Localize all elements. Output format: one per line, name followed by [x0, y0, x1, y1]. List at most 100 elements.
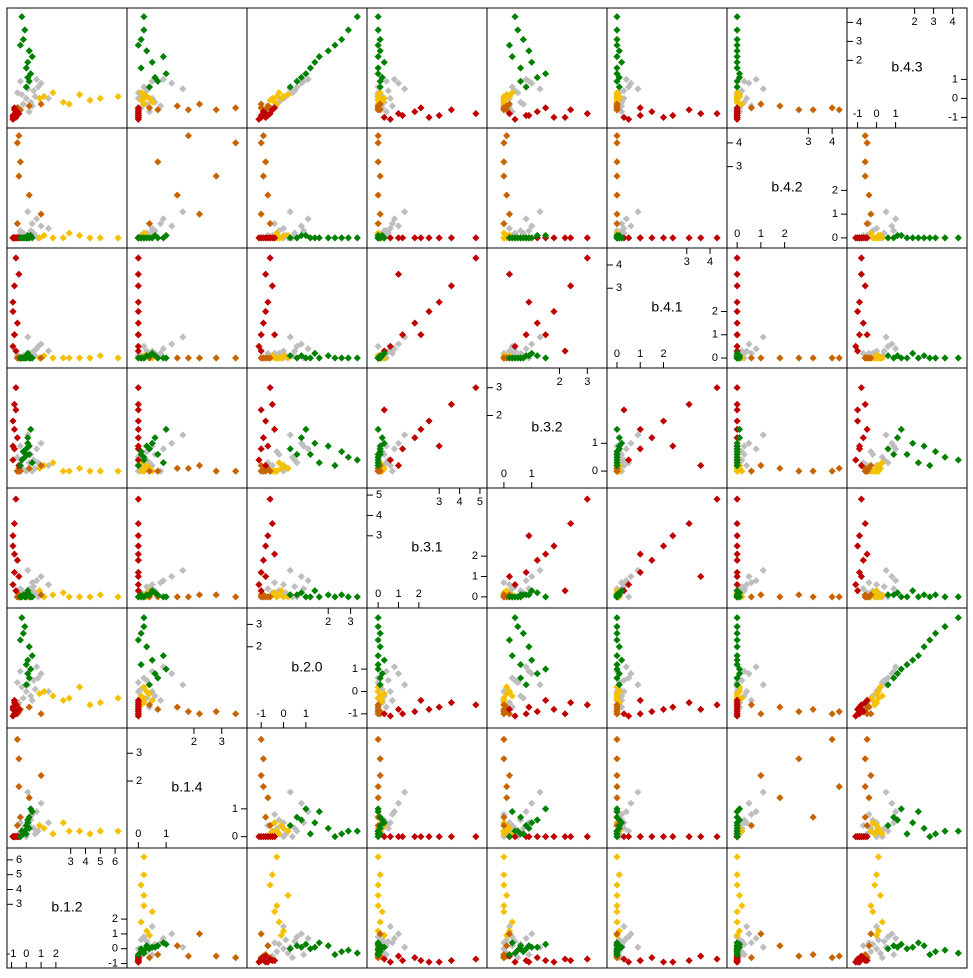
point: [634, 788, 642, 796]
point: [869, 450, 877, 459]
point: [740, 450, 748, 459]
point: [257, 735, 265, 743]
point: [425, 234, 433, 242]
point: [542, 550, 550, 558]
point: [613, 94, 621, 102]
point: [300, 442, 308, 450]
point: [618, 220, 626, 228]
point: [315, 808, 323, 816]
point: [286, 83, 294, 91]
point: [134, 461, 142, 470]
point: [376, 821, 384, 830]
point: [615, 945, 623, 953]
point: [500, 735, 508, 743]
point: [903, 234, 911, 242]
point: [259, 132, 268, 140]
point: [648, 707, 656, 716]
point: [264, 585, 272, 593]
point: [505, 104, 514, 112]
point: [622, 663, 630, 671]
point: [75, 593, 84, 601]
point: [735, 92, 744, 101]
point: [13, 220, 22, 228]
point: [508, 89, 516, 97]
point: [59, 98, 67, 106]
point: [324, 234, 332, 242]
point: [286, 821, 294, 830]
panel-border: [606, 7, 728, 129]
point: [809, 813, 817, 821]
point: [613, 652, 621, 660]
point: [533, 669, 541, 678]
point: [284, 827, 292, 835]
x-tick-label: 0: [135, 828, 141, 840]
point: [156, 102, 165, 110]
point: [745, 799, 753, 807]
point: [522, 345, 530, 353]
point: [508, 939, 516, 947]
point: [86, 701, 94, 709]
point: [151, 352, 159, 360]
point: [503, 94, 511, 102]
point: [735, 805, 744, 813]
point: [613, 35, 621, 44]
point: [733, 956, 741, 965]
point: [44, 581, 53, 589]
x-tick-label: 2: [660, 348, 666, 360]
point: [914, 652, 922, 660]
point: [542, 354, 550, 362]
point: [394, 234, 403, 242]
point: [13, 467, 22, 475]
point: [697, 833, 705, 841]
point: [855, 298, 864, 306]
point: [266, 593, 274, 601]
point: [168, 79, 176, 87]
point: [257, 955, 265, 963]
point: [380, 955, 388, 963]
point: [148, 696, 156, 705]
point: [757, 461, 765, 470]
x-tick-label: 2: [416, 588, 422, 600]
point: [627, 572, 635, 581]
point: [828, 593, 836, 601]
point: [268, 352, 276, 360]
point: [550, 705, 558, 713]
point: [386, 922, 394, 931]
point: [733, 853, 741, 861]
point: [262, 461, 270, 470]
point: [143, 937, 151, 945]
point: [867, 771, 875, 780]
point: [859, 942, 867, 950]
panel: [726, 847, 848, 969]
point: [25, 442, 33, 450]
point: [733, 808, 741, 816]
y-tick-label: 4: [736, 137, 742, 149]
point: [268, 461, 276, 470]
point: [745, 340, 753, 348]
point: [892, 808, 900, 816]
point: [625, 234, 633, 242]
point: [145, 931, 154, 939]
point: [264, 958, 272, 966]
point: [262, 542, 270, 550]
point: [567, 699, 575, 707]
point: [435, 958, 443, 966]
point: [398, 445, 407, 453]
point: [634, 85, 642, 93]
point: [615, 643, 623, 651]
point: [394, 833, 403, 841]
point: [519, 629, 527, 637]
point: [268, 106, 276, 114]
point: [873, 827, 881, 835]
point: [134, 532, 142, 540]
point: [9, 298, 17, 306]
point: [514, 89, 522, 97]
point: [143, 92, 151, 101]
point: [388, 939, 396, 947]
point: [382, 227, 390, 235]
point: [16, 813, 24, 821]
point: [880, 937, 888, 945]
point: [134, 384, 142, 392]
point: [9, 581, 17, 589]
